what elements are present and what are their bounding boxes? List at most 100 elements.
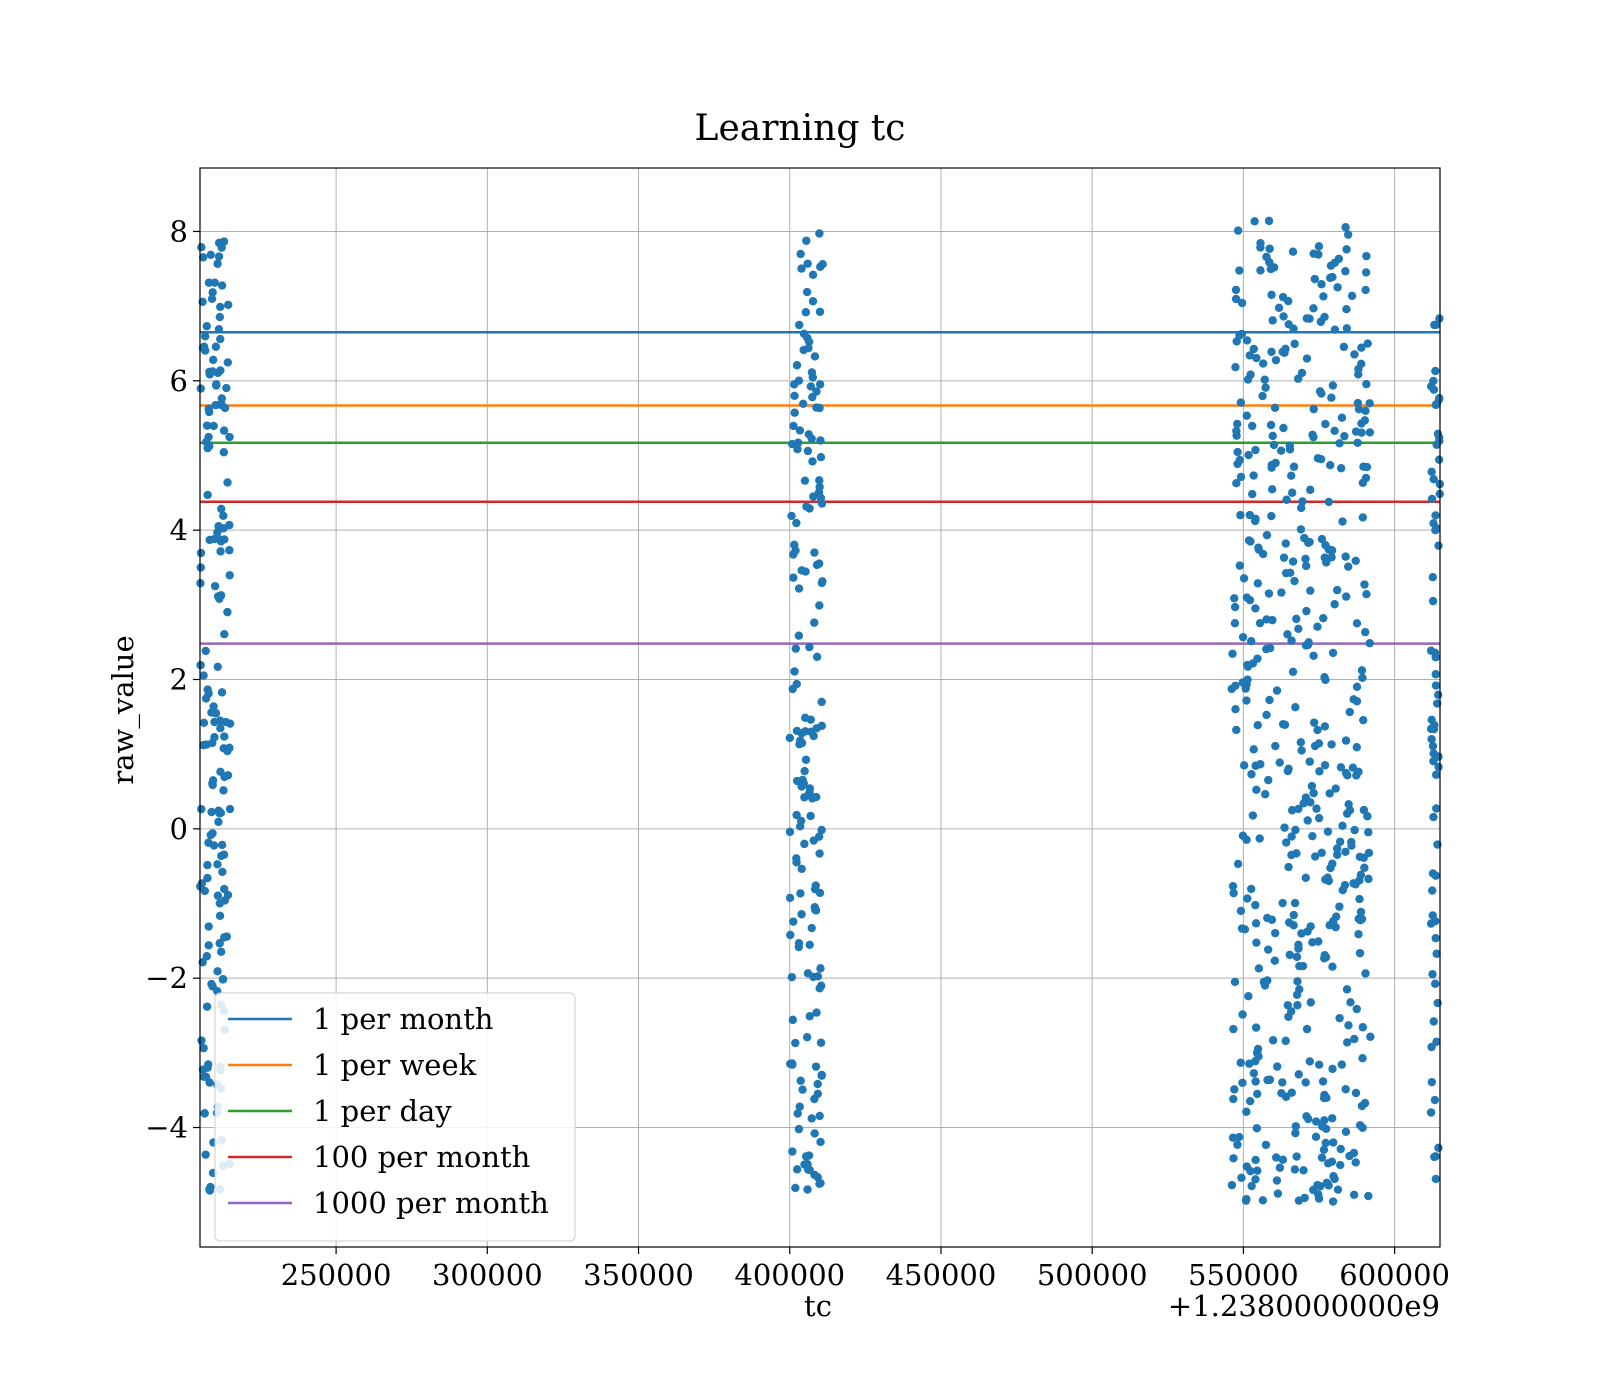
- scatter-point: [1321, 540, 1330, 550]
- scatter-point: [1279, 312, 1288, 321]
- chart-title: Learning tc: [695, 108, 906, 149]
- scatter-point: [1333, 283, 1342, 292]
- scatter-point: [807, 434, 816, 443]
- scatter-point: [816, 436, 825, 445]
- scatter-point: [1327, 553, 1336, 562]
- scatter-point: [1428, 911, 1437, 920]
- scatter-point: [814, 559, 824, 568]
- scatter-point: [1241, 1196, 1251, 1205]
- scatter-point: [794, 376, 804, 385]
- scatter-point: [1249, 745, 1258, 754]
- y-tick-label: 8: [170, 214, 188, 248]
- scatter-point: [1308, 831, 1317, 841]
- scatter-point: [1237, 1173, 1246, 1183]
- scatter-point: [1269, 440, 1279, 450]
- scatter-point: [1288, 557, 1298, 566]
- scatter-point: [1320, 761, 1330, 770]
- scatter-point: [204, 1060, 213, 1069]
- scatter-point: [1227, 1180, 1237, 1190]
- y-axis-ticks: −4 −2 0 2 4 6 8: [145, 214, 200, 1145]
- scatter-point: [1264, 589, 1274, 598]
- scatter-point: [807, 923, 816, 933]
- scatter-point: [1262, 530, 1272, 540]
- legend-entry: 1 per week: [313, 1048, 477, 1082]
- scatter-point: [810, 1129, 819, 1138]
- scatter-point: [1263, 976, 1272, 985]
- scatter-point: [1250, 217, 1259, 226]
- scatter-point: [1236, 472, 1246, 482]
- scatter-point: [1345, 805, 1355, 815]
- scatter-point: [1245, 595, 1255, 605]
- scatter-point: [1251, 900, 1260, 910]
- scatter-point: [1327, 393, 1336, 402]
- scatter-point: [207, 807, 216, 817]
- scatter-point: [788, 1147, 797, 1156]
- scatter-point: [1261, 790, 1270, 799]
- scatter-point: [214, 252, 224, 261]
- scatter-point: [1361, 268, 1371, 277]
- scatter-point: [1244, 992, 1253, 1001]
- scatter-point: [818, 259, 827, 269]
- scatter-point: [1433, 998, 1442, 1008]
- scatter-point: [1317, 389, 1326, 398]
- scatter-point: [1242, 1107, 1251, 1116]
- scatter-point: [1352, 771, 1361, 780]
- scatter-point: [1245, 1059, 1254, 1068]
- scatter-point: [810, 548, 819, 557]
- scatter-point: [1233, 859, 1243, 869]
- scatter-point: [1291, 1128, 1300, 1138]
- scatter-point: [1285, 445, 1295, 454]
- scatter-point: [1246, 370, 1255, 379]
- scatter-point: [1267, 485, 1277, 494]
- scatter-point: [810, 1170, 819, 1180]
- scatter-point: [1289, 324, 1298, 333]
- scatter-point: [1262, 710, 1271, 720]
- scatter-point: [1291, 1122, 1301, 1131]
- scatter-point: [204, 689, 213, 698]
- scatter-point: [817, 721, 826, 731]
- scatter-point: [1278, 1078, 1287, 1087]
- scatter-point: [201, 1150, 210, 1159]
- x-tick-label: 500000: [1037, 1258, 1148, 1292]
- scatter-point: [1284, 764, 1293, 773]
- scatter-point: [1364, 874, 1373, 884]
- scatter-point: [202, 421, 212, 430]
- scatter-point: [1328, 859, 1337, 868]
- scatter-point: [1292, 1152, 1301, 1161]
- scatter-point: [800, 476, 810, 485]
- scatter-point: [1272, 1176, 1282, 1185]
- scatter-point: [1277, 588, 1286, 597]
- scatter-point: [1238, 678, 1247, 687]
- scatter-point: [1329, 1138, 1338, 1147]
- scatter-point: [803, 446, 813, 456]
- scatter-point: [1364, 828, 1373, 837]
- scatter-point: [196, 384, 205, 393]
- scatter-point: [204, 404, 213, 413]
- scatter-point: [1312, 804, 1321, 813]
- scatter-point: [1264, 775, 1273, 785]
- scatter-point: [1244, 450, 1253, 460]
- scatter-point: [1237, 298, 1247, 308]
- scatter-point: [1354, 370, 1363, 379]
- scatter-point: [1253, 1089, 1262, 1099]
- scatter-point: [1238, 632, 1248, 642]
- scatter-point: [1240, 925, 1250, 934]
- scatter-point: [197, 804, 206, 814]
- scatter-point: [1276, 446, 1286, 455]
- scatter-point: [809, 836, 818, 845]
- scatter-point: [1237, 329, 1247, 339]
- scatter-point: [217, 840, 227, 850]
- scatter-point: [1350, 825, 1359, 835]
- scatter-point: [210, 534, 219, 544]
- scatter-point: [215, 911, 225, 920]
- scatter-point: [216, 302, 225, 312]
- scatter-point: [1426, 1108, 1436, 1117]
- scatter-point: [216, 334, 225, 344]
- scatter-point: [808, 457, 817, 466]
- scatter-point: [1309, 788, 1318, 798]
- scatter-point: [1355, 894, 1364, 904]
- scatter-point: [1330, 258, 1339, 268]
- scatter-point: [1434, 541, 1443, 550]
- scatter-point: [1278, 1155, 1288, 1164]
